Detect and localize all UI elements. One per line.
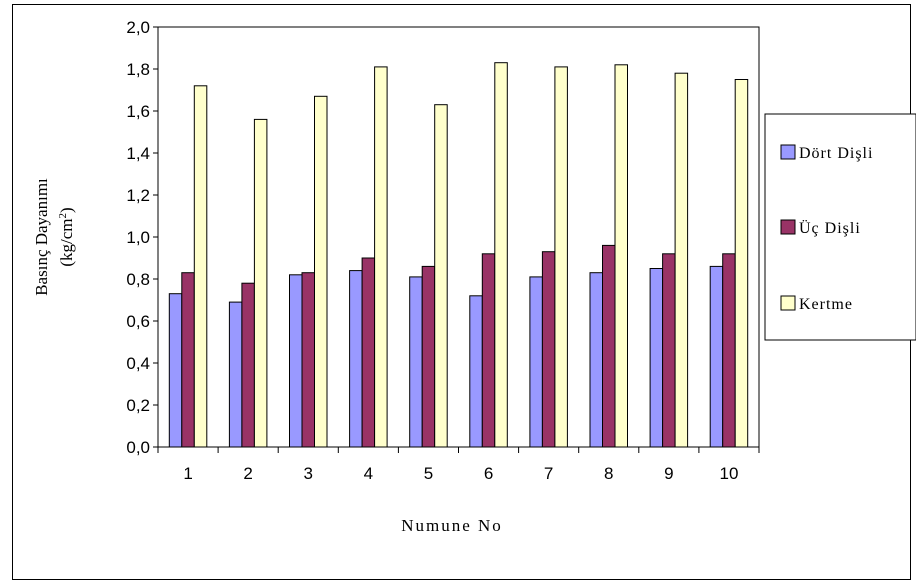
x-tick-label: 4 — [364, 464, 373, 483]
y-axis-ticks: 0,0 0,2 0,4 0,6 0,8 1,0 1,2 1,4 1,6 1,8 2,0 — [126, 18, 158, 457]
x-tick-label: 8 — [604, 464, 613, 483]
bar — [361, 257, 376, 448]
bar — [674, 72, 689, 448]
bar — [541, 251, 556, 448]
bar — [181, 272, 195, 448]
bar — [168, 293, 183, 448]
bar — [409, 276, 423, 448]
bar — [494, 62, 508, 448]
legend-label-uc-disli: Üç Dişli — [799, 219, 861, 237]
legend-swatch-dort-disli — [780, 144, 796, 160]
y-axis-title-line2: (kg/cm2) — [57, 207, 76, 266]
x-tick-label: 3 — [304, 464, 313, 483]
bar — [649, 268, 664, 448]
y-tick-label: 0,4 — [126, 354, 150, 373]
y-axis-unit-sup: 2 — [57, 213, 69, 219]
bar — [228, 301, 243, 448]
chart-frame — [12, 4, 911, 580]
legend-swatch-uc-disli — [780, 219, 796, 235]
bar — [193, 85, 208, 448]
bar — [722, 253, 736, 448]
y-tick-label: 0,2 — [126, 396, 150, 415]
y-tick-label: 0,0 — [126, 438, 150, 457]
bar — [602, 244, 616, 448]
bar — [589, 272, 603, 448]
y-tick-label: 1,6 — [126, 102, 150, 121]
bar — [253, 118, 268, 448]
bar — [709, 265, 724, 448]
y-tick-label: 0,8 — [126, 270, 150, 289]
bar — [662, 253, 676, 448]
x-tick-label: 7 — [544, 464, 553, 483]
bar — [734, 79, 749, 448]
bar — [421, 265, 436, 448]
bar — [434, 104, 448, 448]
legend-label-kertme: Kertme — [799, 296, 853, 313]
bar — [554, 66, 568, 448]
y-tick-label: 1,0 — [126, 228, 150, 247]
bar — [289, 274, 303, 448]
x-tick-label: 10 — [719, 464, 738, 483]
legend: Dört Dişli Üç Dişli Kertme — [764, 113, 916, 341]
x-tick-label: 5 — [424, 464, 433, 483]
bars-group — [168, 62, 749, 448]
x-tick-label: 2 — [243, 464, 252, 483]
bar — [349, 270, 363, 448]
y-axis-unit: (kg/cm — [57, 219, 76, 267]
x-tick-label: 6 — [484, 464, 493, 483]
y-tick-label: 1,8 — [126, 60, 150, 79]
bar — [374, 66, 388, 448]
y-tick-label: 0,6 — [126, 312, 150, 331]
legend-label-dort-disli: Dört Dişli — [799, 145, 873, 162]
x-tick-label: 1 — [183, 464, 192, 483]
y-axis-title-line1: Basınç Dayanımı — [32, 178, 51, 296]
bar — [529, 276, 543, 448]
y-axis-unit-close: ) — [57, 207, 76, 213]
x-axis-ticks: 1 2 3 4 5 6 7 8 9 10 — [157, 447, 760, 483]
x-axis-title: Numune No — [401, 516, 503, 535]
y-tick-label: 2,0 — [126, 18, 150, 37]
bar — [241, 282, 255, 448]
bar — [314, 95, 328, 448]
bar — [469, 295, 483, 448]
bar — [301, 272, 315, 448]
legend-swatch-kertme — [780, 295, 796, 311]
x-tick-label: 9 — [664, 464, 673, 483]
y-tick-label: 1,2 — [126, 186, 150, 205]
bar — [614, 64, 628, 448]
bar — [481, 253, 496, 448]
y-tick-label: 1,4 — [126, 144, 150, 163]
